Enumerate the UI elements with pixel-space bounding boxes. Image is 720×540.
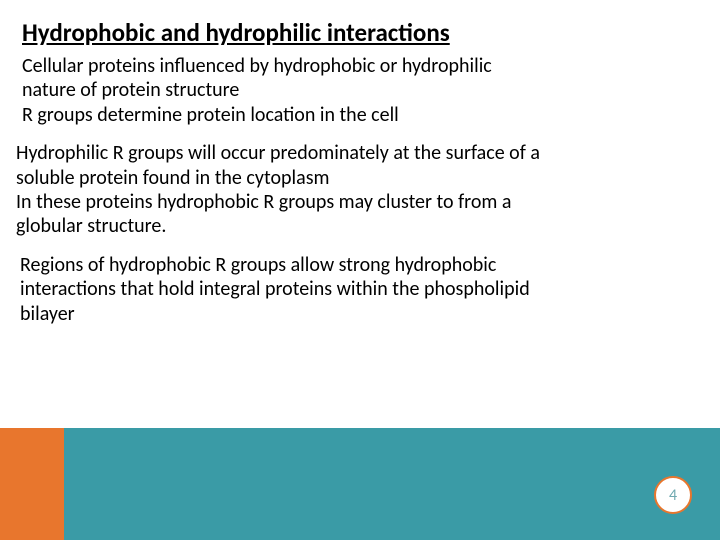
para2-line1: Hydrophilic R groups will occur predomin… [16, 141, 540, 165]
paragraph-3: Regions of hydrophobic R groups allow st… [20, 253, 698, 326]
footer-bar [0, 428, 720, 540]
paragraph-2: Hydrophilic R groups will occur predomin… [16, 141, 698, 239]
footer-teal-block [64, 428, 720, 540]
footer-orange-block [0, 428, 64, 540]
page-number: 4 [669, 486, 677, 505]
para1-line2: nature of protein structure [22, 78, 239, 102]
para1-line3: R groups determine protein location in t… [22, 103, 399, 127]
slide-title: Hydrophobic and hydrophilic interactions [22, 18, 698, 48]
para2-line4: globular structure. [16, 214, 166, 238]
para1-line1: Cellular proteins influenced by hydropho… [22, 54, 492, 78]
para2-line2: soluble protein found in the cytoplasm [16, 166, 330, 190]
slide-container: Hydrophobic and hydrophilic interactions… [0, 0, 720, 540]
para2-line3: In these proteins hydrophobic R groups m… [16, 190, 511, 214]
paragraph-1: Cellular proteins influenced by hydropho… [22, 54, 698, 127]
page-number-badge: 4 [654, 476, 692, 514]
para3-line2: interactions that hold integral proteins… [20, 277, 530, 301]
para3-line1: Regions of hydrophobic R groups allow st… [20, 253, 496, 277]
para3-line3: bilayer [20, 302, 75, 326]
